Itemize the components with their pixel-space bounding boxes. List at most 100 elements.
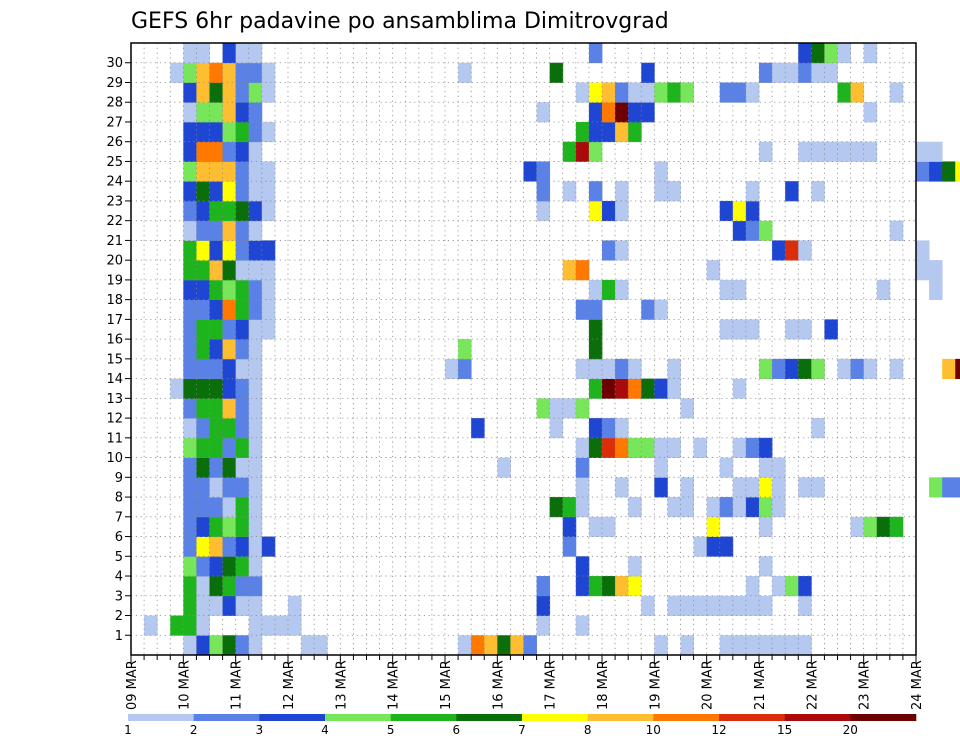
heatmap-cell bbox=[183, 497, 197, 518]
heatmap-cell bbox=[654, 477, 668, 498]
heatmap-cell bbox=[942, 477, 956, 498]
heatmap-cell bbox=[196, 319, 210, 340]
heatmap-cell bbox=[183, 240, 197, 261]
heatmap-cell bbox=[261, 615, 276, 636]
heatmap-cell bbox=[562, 516, 577, 537]
heatmap-cell bbox=[628, 378, 642, 399]
heatmap-cell bbox=[798, 141, 812, 162]
colorbar-label: 4 bbox=[321, 723, 329, 737]
heatmap-cell bbox=[719, 279, 734, 301]
heatmap-cell bbox=[523, 161, 537, 182]
heatmap-cell bbox=[588, 299, 603, 320]
heatmap-cell bbox=[811, 418, 825, 439]
heatmap-cell bbox=[248, 339, 263, 360]
heatmap-cell bbox=[235, 141, 250, 162]
heatmap-cell bbox=[654, 299, 668, 320]
heatmap-cell bbox=[785, 240, 799, 261]
heatmap-cell bbox=[772, 240, 786, 261]
heatmap-cell bbox=[222, 62, 237, 83]
heatmap-cell bbox=[536, 200, 551, 222]
heatmap-cell bbox=[602, 102, 616, 123]
heatmap-cell bbox=[549, 497, 564, 518]
heatmap-cell bbox=[562, 141, 577, 162]
heatmap-cell bbox=[588, 437, 603, 458]
heatmap-cell bbox=[183, 576, 197, 597]
heatmap-cell bbox=[693, 536, 708, 557]
x-tick-label: 22 MAR bbox=[805, 660, 820, 710]
heatmap-cell bbox=[235, 240, 250, 261]
heatmap-cell bbox=[183, 595, 197, 616]
y-tick-label: 9 bbox=[115, 471, 123, 486]
heatmap-cell bbox=[235, 556, 250, 577]
heatmap-cell bbox=[274, 615, 289, 636]
heatmap-cell bbox=[209, 398, 223, 419]
heatmap-cell bbox=[261, 62, 276, 83]
heatmap-cell bbox=[209, 516, 223, 537]
colorbar-swatch bbox=[719, 714, 785, 721]
heatmap-cell bbox=[248, 181, 263, 202]
heatmap-cell bbox=[235, 437, 250, 458]
heatmap-cell bbox=[719, 635, 734, 656]
heatmap-cell bbox=[196, 279, 210, 301]
heatmap-cell bbox=[183, 102, 197, 123]
heatmap-cell bbox=[628, 556, 642, 577]
heatmap-cell bbox=[745, 477, 760, 498]
heatmap-cell bbox=[183, 556, 197, 577]
heatmap-cell bbox=[235, 200, 250, 222]
heatmap-cell bbox=[929, 260, 943, 281]
y-tick-label: 18 bbox=[106, 293, 123, 308]
heatmap-cell bbox=[222, 161, 237, 182]
heatmap-cell bbox=[471, 635, 485, 656]
chart-title: GEFS 6hr padavine po ansamblima Dimitrov… bbox=[131, 9, 669, 34]
heatmap-cell bbox=[183, 418, 197, 439]
heatmap-cell bbox=[222, 121, 237, 143]
heatmap-cell bbox=[562, 536, 577, 557]
heatmap-cell bbox=[837, 141, 851, 162]
heatmap-cell bbox=[745, 181, 760, 202]
heatmap-cell bbox=[248, 497, 263, 518]
heatmap-cell bbox=[235, 497, 250, 518]
heatmap-cell bbox=[562, 497, 577, 518]
heatmap-cell bbox=[248, 477, 263, 498]
heatmap-cell bbox=[811, 141, 825, 162]
heatmap-cell bbox=[183, 477, 197, 498]
heatmap-cell bbox=[588, 43, 603, 64]
heatmap-cell bbox=[863, 102, 878, 123]
heatmap-cell bbox=[798, 595, 812, 616]
heatmap-cell bbox=[196, 200, 210, 222]
y-tick-label: 15 bbox=[106, 352, 123, 367]
x-tick-label: 10 MAR bbox=[177, 660, 192, 710]
heatmap-cell bbox=[732, 82, 747, 103]
heatmap-cell bbox=[235, 418, 250, 439]
colorbar-swatch bbox=[784, 714, 851, 721]
colorbar-swatch bbox=[850, 714, 917, 721]
heatmap-cell bbox=[719, 82, 734, 103]
heatmap-cell bbox=[248, 556, 263, 577]
heatmap-cell bbox=[745, 635, 760, 656]
heatmap-cell bbox=[706, 497, 721, 518]
y-tick-label: 5 bbox=[115, 550, 123, 565]
heatmap-cell bbox=[235, 378, 250, 399]
heatmap-cell bbox=[458, 635, 472, 656]
heatmap-cell bbox=[235, 62, 250, 83]
heatmap-cell bbox=[222, 181, 237, 202]
heatmap-cell bbox=[261, 319, 276, 340]
heatmap-cell bbox=[183, 635, 197, 656]
heatmap-cell bbox=[588, 319, 603, 340]
heatmap-cell bbox=[562, 398, 577, 419]
colorbar-label: 6 bbox=[452, 723, 460, 737]
heatmap-cell bbox=[588, 141, 603, 162]
y-tick-label: 4 bbox=[115, 570, 123, 585]
heatmap-cell bbox=[732, 319, 747, 340]
heatmap-cell bbox=[680, 595, 694, 616]
heatmap-cell bbox=[196, 418, 210, 439]
heatmap-cell bbox=[549, 398, 564, 419]
heatmap-cell bbox=[196, 220, 210, 241]
heatmap-cell bbox=[183, 378, 197, 399]
heatmap-cell bbox=[732, 635, 747, 656]
colorbar-swatch bbox=[325, 714, 391, 721]
heatmap-cell bbox=[562, 181, 577, 202]
heatmap-cell bbox=[196, 102, 210, 123]
heatmap-cell bbox=[575, 299, 590, 320]
